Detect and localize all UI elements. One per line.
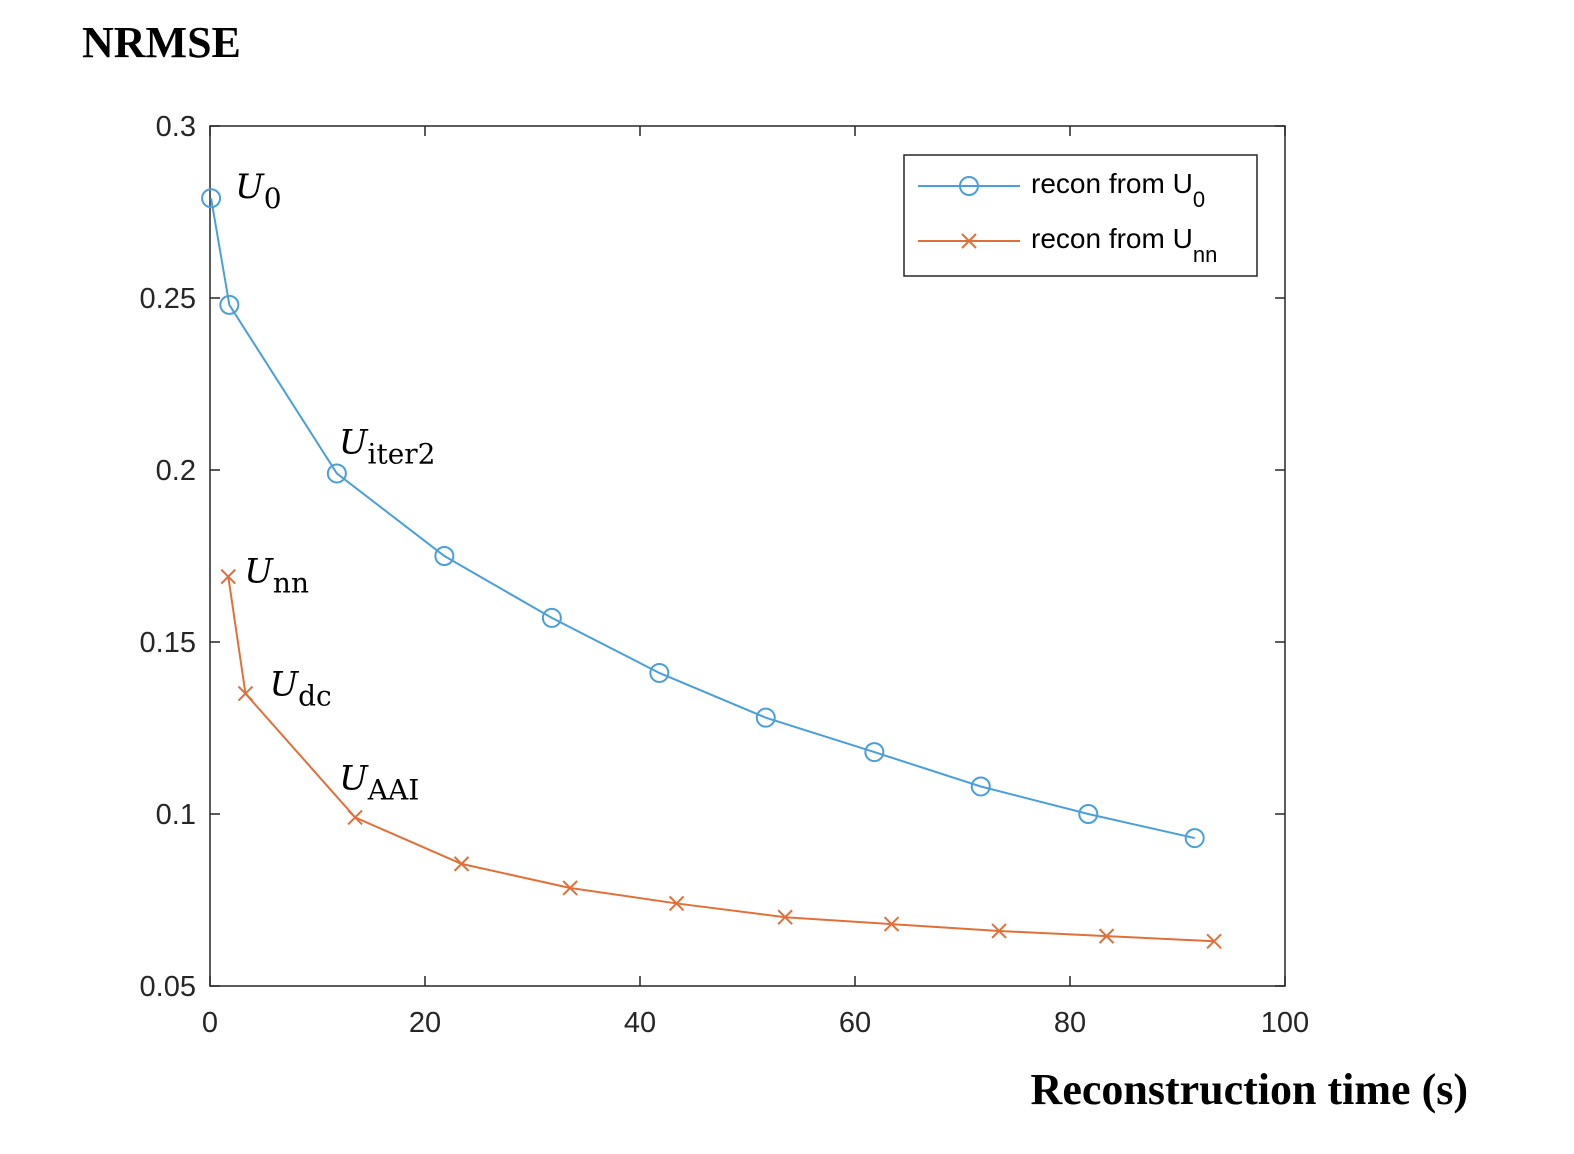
annotation-label: Unn [244, 552, 309, 600]
annotation-label: Uiter2 [339, 422, 436, 470]
data-point [1078, 804, 1099, 824]
annotation-label: UAAI [339, 758, 419, 806]
data-point [883, 916, 900, 932]
annotation-base: U [235, 167, 265, 207]
legend-marker [959, 176, 979, 196]
data-point [970, 776, 991, 797]
legend-entry: recon from Unn [1031, 223, 1217, 267]
data-point [1184, 828, 1205, 849]
data-point [434, 546, 455, 566]
y-tick-label: 0.05 [140, 971, 196, 1003]
legend-marker [961, 233, 977, 249]
annotation-base: U [339, 422, 369, 462]
annotation-sub: dc [298, 680, 332, 713]
annotation-label: Udc [269, 665, 331, 713]
data-point [991, 923, 1007, 939]
x-tick-label: 0 [202, 1007, 218, 1039]
series-0 [201, 188, 1205, 849]
plot-box [209, 125, 1286, 987]
legend-sub: nn [1193, 242, 1217, 267]
series-1 [220, 568, 1222, 949]
y-tick-label: 0.15 [140, 627, 196, 659]
x-tick-label: 60 [839, 1007, 871, 1039]
annotation-base: U [339, 758, 369, 798]
data-point [453, 856, 470, 872]
legend-sub: 0 [1193, 187, 1205, 212]
data-point [219, 294, 240, 315]
data-point [562, 880, 578, 896]
data-point [668, 895, 685, 912]
data-point [755, 707, 776, 728]
y-tick-label: 0.2 [156, 455, 196, 487]
annotation-label: U0 [235, 167, 281, 215]
data-point [201, 188, 222, 209]
annotation-base: U [269, 665, 299, 705]
annotation-sub: iter2 [368, 437, 436, 470]
data-point [864, 742, 885, 763]
y-tick-label: 0.3 [156, 111, 196, 143]
x-tick-label: 40 [624, 1007, 656, 1039]
data-point [649, 662, 670, 683]
annotation-sub: 0 [264, 182, 282, 215]
annotation-sub: AAI [367, 773, 420, 806]
series-line [227, 576, 1215, 943]
data-point [1206, 933, 1222, 949]
chart-title: NRMSE [82, 18, 241, 67]
data-point [237, 685, 254, 702]
series-line [210, 198, 1195, 840]
legend-name: recon from U [1031, 223, 1193, 254]
x-tick-label: 80 [1054, 1007, 1086, 1039]
data-point [541, 607, 562, 628]
y-tick-label: 0.1 [156, 799, 196, 831]
y-tick-label: 0.25 [140, 283, 196, 315]
legend-box [903, 154, 1258, 277]
data-point [777, 909, 793, 925]
x-tick-label: 20 [409, 1007, 441, 1039]
legend-entry: recon from U0 [1031, 168, 1205, 212]
data-point [220, 568, 236, 585]
legend-name: recon from U [1031, 168, 1193, 199]
annotation-sub: nn [273, 567, 309, 600]
x-axis-label: Reconstruction time (s) [1031, 1065, 1468, 1114]
x-tick-label: 100 [1261, 1007, 1309, 1039]
annotation-base: U [244, 552, 274, 592]
data-point [1098, 928, 1115, 944]
data-point [347, 809, 363, 826]
data-point [326, 463, 347, 484]
